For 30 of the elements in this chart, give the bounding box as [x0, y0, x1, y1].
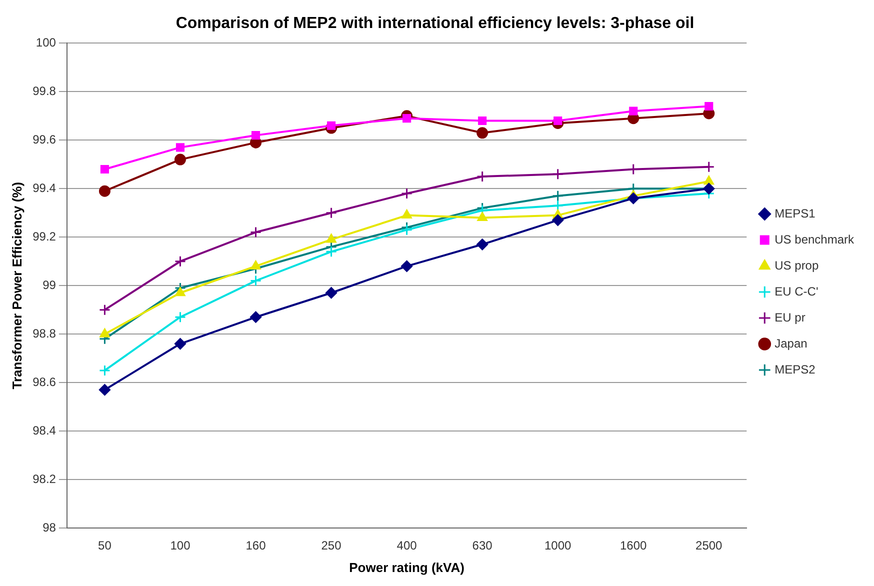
x-tick-label: 100	[170, 538, 191, 553]
y-axis-title: Transformer Power Efficiency (%)	[9, 182, 24, 390]
y-tick-label: 99.6	[32, 132, 56, 146]
legend-label: EU pr	[774, 310, 806, 324]
x-tick-label: 630	[472, 538, 493, 553]
x-tick-label: 2500	[696, 538, 723, 553]
legend-label: US prop	[774, 258, 819, 272]
x-tick-label: 1600	[620, 538, 648, 553]
y-tick-label: 98.4	[32, 423, 56, 438]
x-tick-label: 250	[321, 538, 342, 553]
y-tick-label: 99.2	[32, 229, 56, 244]
legend-label: MEPS2	[774, 362, 816, 376]
y-tick-label: 99	[42, 278, 56, 292]
legend-label: US benchmark	[774, 232, 855, 246]
y-tick-label: 98	[42, 520, 56, 534]
x-tick-label: 50	[98, 538, 112, 553]
y-tick-label: 98.8	[32, 326, 56, 340]
x-tick-label: 160	[246, 538, 266, 553]
y-tick-label: 98.6	[32, 374, 56, 389]
y-tick-label: 99.8	[32, 84, 56, 98]
x-tick-label: 1000	[544, 538, 572, 553]
legend-label: Japan	[774, 336, 808, 350]
x-tick-label: 400	[396, 538, 418, 553]
chart-title: Comparison of MEP2 with international efficiency levels: 3-phase oil	[176, 15, 694, 32]
y-tick-label: 100	[36, 36, 56, 50]
y-tick-label: 99.4	[32, 180, 56, 195]
x-axis-title: Power rating (kVA)	[349, 560, 464, 575]
legend-label: MEPS1	[774, 206, 816, 220]
legend-label: EU C-C'	[774, 284, 818, 298]
y-tick-label: 98.2	[32, 472, 56, 486]
